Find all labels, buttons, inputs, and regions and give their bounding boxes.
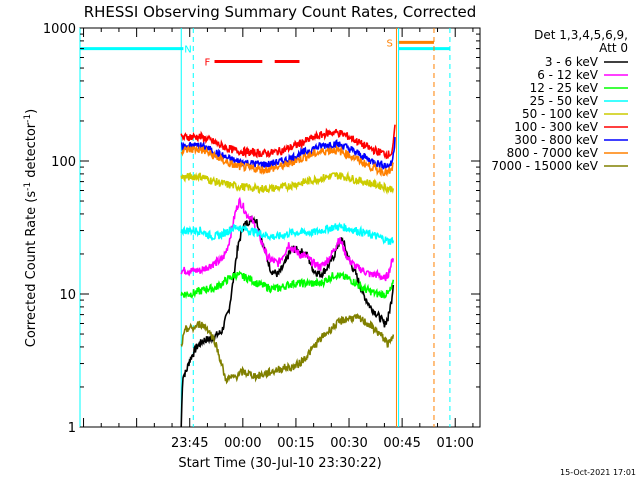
series-line-50-100-kev xyxy=(180,170,395,195)
chart-title: RHESSI Observing Summary Count Rates, Co… xyxy=(84,3,477,21)
legend-header-detectors: Det 1,3,4,5,6,9, xyxy=(534,28,628,42)
legend-label-800-7000-kev: 800 - 7000 keV xyxy=(507,146,599,160)
y-axis-label-end: ) xyxy=(24,109,39,114)
series-line-12-25-kev xyxy=(180,270,395,300)
legend-header-attenuator: Att 0 xyxy=(599,41,628,55)
legend-label-3-6-kev: 3 - 6 keV xyxy=(545,55,599,69)
y-axis-label: Corrected Count Rate (s-1 detector-1) xyxy=(23,109,39,347)
plot-area: N F S xyxy=(79,27,481,428)
x-tick-label: 00:45 xyxy=(383,436,420,451)
legend-label-6-12-kev: 6 - 12 keV xyxy=(537,68,599,82)
y-tick-label: 100 xyxy=(51,155,76,170)
series-line-25-50-kev xyxy=(180,221,395,246)
x-axis-label: Start Time (30-Jul-10 23:30:22) xyxy=(178,456,381,471)
y-axis-label-sup2: -1 xyxy=(23,114,33,123)
interval-label-s: S xyxy=(387,38,393,49)
legend-label-50-100-kev: 50 - 100 keV xyxy=(522,107,599,121)
series-line-3-6-kev xyxy=(180,215,395,428)
y-tick-label: 1 xyxy=(68,421,76,436)
y-axis-label-mid: detector xyxy=(24,122,39,182)
series-line-6-12-kev xyxy=(180,196,395,282)
interval-bars: N F S xyxy=(80,38,450,68)
legend-label-25-50-kev: 25 - 50 keV xyxy=(530,94,599,108)
series-line-7000-15000-kev xyxy=(180,312,395,385)
y-axis: 1 10 100 1000 xyxy=(43,22,480,436)
x-tick-label: 00:15 xyxy=(277,436,314,451)
legend-label-100-300-kev: 100 - 300 keV xyxy=(514,120,598,134)
series-line-800-7000-kev xyxy=(180,144,395,178)
legend-label-12-25-kev: 12 - 25 keV xyxy=(530,81,599,95)
legend-label-7000-15000-kev: 7000 - 15000 keV xyxy=(491,159,598,173)
x-axis: 23:45 00:00 00:15 00:30 00:45 01:00 xyxy=(83,28,474,451)
y-axis-label-main: Corrected Count Rate (s xyxy=(24,191,39,348)
footer-timestamp: 15-Oct-2021 17:01 xyxy=(560,468,636,477)
interval-label-f: F xyxy=(205,57,211,68)
series-lines xyxy=(180,124,396,428)
y-tick-label: 1000 xyxy=(43,22,76,37)
series-line-100-300-kev xyxy=(180,124,396,160)
x-tick-label: 23:45 xyxy=(171,436,208,451)
y-axis-label-sup1: -1 xyxy=(23,182,33,191)
interval-boundaries xyxy=(79,28,451,427)
x-tick-label: 00:30 xyxy=(330,436,367,451)
y-tick-label: 10 xyxy=(59,288,76,303)
series-line-300-800-kev xyxy=(180,137,396,171)
x-tick-label: 00:00 xyxy=(224,436,261,451)
interval-label-n: N xyxy=(184,45,191,56)
x-tick-label: 01:00 xyxy=(436,436,473,451)
legend-label-300-800-kev: 300 - 800 keV xyxy=(514,133,598,147)
